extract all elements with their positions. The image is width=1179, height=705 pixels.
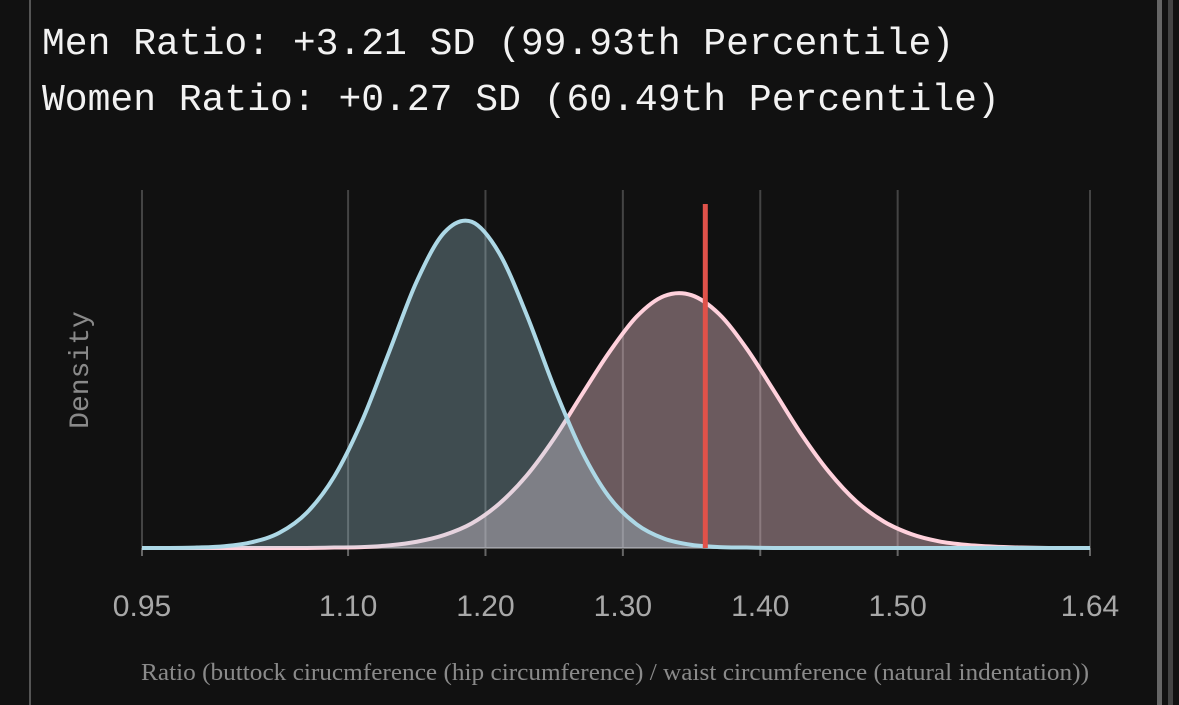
chart-title: Men Ratio: +3.21 SD (99.93th Percentile) (42, 23, 954, 66)
x-tick-label: 1.64 (1061, 590, 1119, 623)
density-area (142, 293, 1090, 549)
y-axis-label: Density (66, 311, 97, 429)
x-tick-label: 1.40 (731, 590, 789, 623)
x-tick-label: 0.95 (113, 590, 171, 623)
x-axis-label: Ratio (buttock cirucmference (hip circum… (141, 660, 1089, 686)
density-line (141, 291, 1090, 551)
density-line (141, 218, 1090, 551)
x-tick-label: 1.20 (456, 590, 514, 623)
frame-right-outer (1168, 0, 1173, 705)
chart-subtitle: Women Ratio: +0.27 SD (60.49th Percentil… (42, 79, 1000, 122)
frame-right (1157, 0, 1162, 705)
x-tick-label: 1.50 (868, 590, 926, 623)
x-tick-label: 1.30 (594, 590, 652, 623)
density-area (142, 220, 1090, 549)
x-tick-label: 1.10 (319, 590, 377, 623)
